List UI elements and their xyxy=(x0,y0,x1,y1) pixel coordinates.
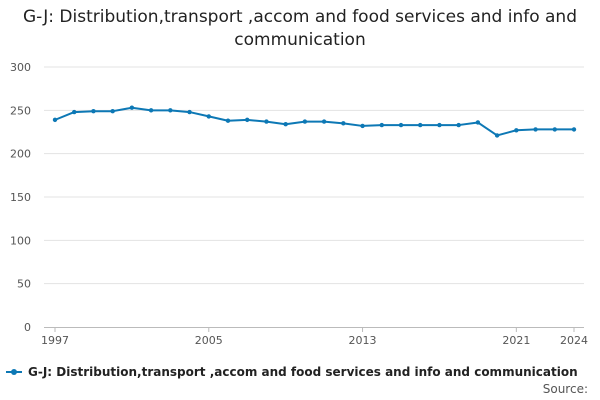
gridlines xyxy=(44,66,584,285)
data-point[interactable] xyxy=(225,118,231,123)
data-point[interactable] xyxy=(264,119,269,124)
data-point[interactable] xyxy=(418,122,423,128)
chart-title: G-J: Distribution,transport ,accom and f… xyxy=(23,7,577,50)
data-point[interactable] xyxy=(533,127,538,132)
data-point[interactable] xyxy=(206,114,211,119)
y-tick-label: 200 xyxy=(10,148,31,161)
x-tick-label: 2024 xyxy=(560,334,588,347)
data-point[interactable] xyxy=(72,109,77,115)
data-point[interactable] xyxy=(437,122,442,128)
data-point[interactable] xyxy=(475,120,481,125)
x-tick-label: 2005 xyxy=(195,334,223,347)
y-tick-label: 0 xyxy=(24,321,31,334)
data-point[interactable] xyxy=(168,108,173,113)
y-tick-label: 150 xyxy=(10,191,31,204)
data-point[interactable] xyxy=(52,117,58,123)
data-point[interactable] xyxy=(148,108,154,113)
series-layer xyxy=(52,105,577,138)
data-point[interactable] xyxy=(494,133,500,138)
data-point[interactable] xyxy=(571,127,577,132)
data-point[interactable] xyxy=(283,122,288,127)
data-point[interactable] xyxy=(456,122,461,128)
data-point[interactable] xyxy=(321,119,327,124)
data-point[interactable] xyxy=(129,105,135,110)
legend-swatch xyxy=(6,366,22,378)
legend: G-J: Distribution,transport ,accom and f… xyxy=(6,365,578,379)
y-tick-label: 100 xyxy=(10,234,31,247)
data-point[interactable] xyxy=(341,121,346,126)
x-tick-label: 2013 xyxy=(349,334,377,347)
x-tick-label: 2021 xyxy=(502,334,530,347)
data-point[interactable] xyxy=(91,109,96,114)
x-tick-label: 1997 xyxy=(41,334,69,347)
data-point[interactable] xyxy=(245,117,250,123)
data-point[interactable] xyxy=(398,122,404,128)
data-point[interactable] xyxy=(379,122,384,128)
x-axis-ticks: 1997 2005 2013 2021 2024 xyxy=(41,327,588,347)
series-line xyxy=(54,106,574,137)
data-point[interactable] xyxy=(552,127,557,132)
y-tick-label: 250 xyxy=(10,104,31,117)
y-tick-label: 300 xyxy=(10,61,31,74)
data-point[interactable] xyxy=(187,109,192,115)
source-label: Source: xyxy=(542,382,588,396)
data-point[interactable] xyxy=(110,109,115,114)
y-tick-label: 50 xyxy=(17,278,31,291)
legend-label: G-J: Distribution,transport ,accom and f… xyxy=(28,365,578,379)
y-axis-ticks: 0 50 100 150 200 250 300 xyxy=(10,61,31,334)
data-point[interactable] xyxy=(302,119,308,124)
data-point[interactable] xyxy=(360,123,365,129)
legend-swatch-dot xyxy=(11,369,17,375)
data-point[interactable] xyxy=(514,128,519,133)
